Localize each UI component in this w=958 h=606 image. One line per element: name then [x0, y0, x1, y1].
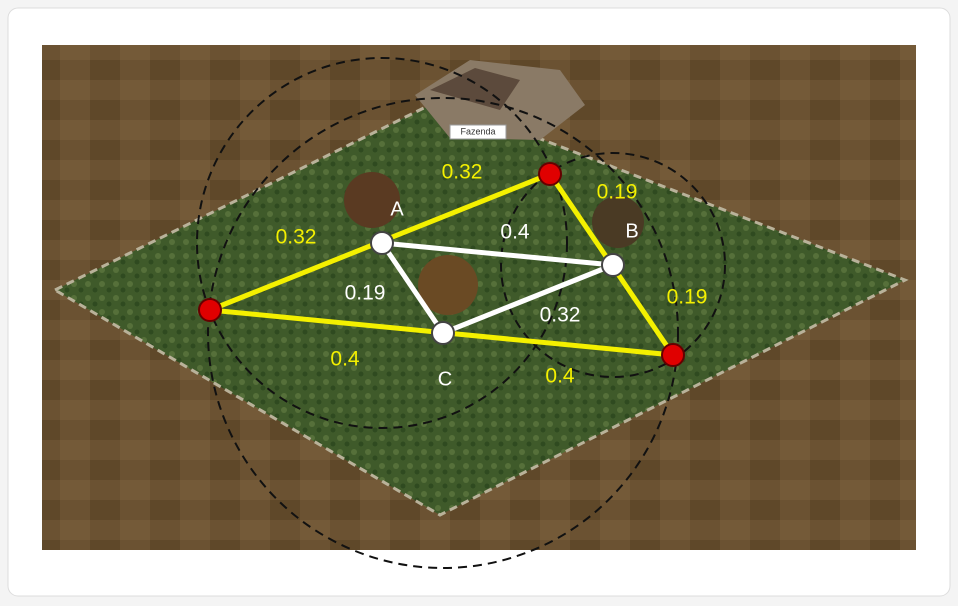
red-point: [199, 299, 221, 321]
edge-label: 0.19: [345, 282, 386, 305]
red-point: [662, 344, 684, 366]
edge-label: 0.4: [500, 221, 530, 244]
edge-label: 0.32: [276, 226, 317, 249]
edge-label: 0.4: [545, 365, 575, 388]
figure: Fazenda A B C 0.32 0.19 0.32 0.4 0.19 0.32 0.19 0.…: [0, 0, 958, 606]
point: [432, 322, 454, 344]
edge-label: 0.32: [540, 304, 581, 327]
red-point: [539, 163, 561, 185]
point: [371, 232, 393, 254]
building-label: Fazenda: [460, 126, 495, 136]
edge-label: 0.32: [442, 161, 483, 184]
edge-label: 0.19: [667, 286, 708, 309]
point-label: C: [438, 368, 452, 390]
edge-label: 0.4: [330, 348, 360, 371]
point-label: A: [390, 198, 404, 220]
point-label: B: [625, 220, 638, 242]
point: [602, 254, 624, 276]
edge-label: 0.19: [597, 181, 638, 204]
